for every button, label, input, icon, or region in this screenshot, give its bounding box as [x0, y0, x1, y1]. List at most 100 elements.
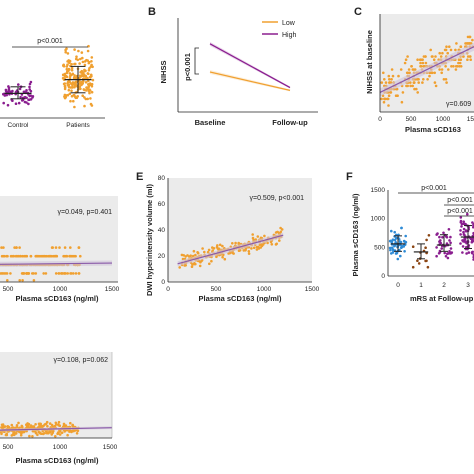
- group-point: [79, 57, 82, 61]
- data-point: [399, 68, 403, 71]
- group-point: [465, 241, 469, 245]
- data-point: [19, 433, 23, 437]
- data-point: [266, 241, 269, 245]
- data-point: [21, 279, 24, 282]
- data-point: [0, 432, 3, 436]
- data-point: [383, 78, 386, 81]
- data-point: [73, 254, 76, 258]
- panel-e-y-tick: 60: [158, 201, 166, 208]
- data-point: [380, 97, 383, 101]
- group-point: [66, 52, 70, 55]
- group-point: [460, 225, 463, 228]
- data-point: [387, 74, 391, 78]
- group-point: [70, 66, 74, 70]
- data-point: [2, 246, 5, 249]
- data-point: [69, 421, 72, 425]
- group-point: [25, 89, 28, 92]
- group-point: [6, 103, 10, 107]
- group-point: [403, 250, 406, 253]
- group-point: [91, 78, 95, 82]
- data-point: [466, 35, 470, 39]
- group-point: [440, 247, 444, 250]
- data-point: [434, 84, 438, 88]
- panel-c-y-title: NIHSS at baseline: [365, 30, 374, 94]
- panel-d-plot-bg: [0, 196, 118, 282]
- data-point: [459, 58, 463, 61]
- group-point: [31, 95, 35, 98]
- panel-f-y-tick: 1500: [371, 187, 386, 194]
- group-point: [391, 238, 395, 241]
- group-point: [425, 259, 428, 263]
- group-point: [91, 65, 94, 69]
- data-point: [178, 266, 181, 269]
- group-point: [2, 101, 5, 105]
- data-point: [440, 68, 444, 71]
- data-point: [416, 91, 420, 94]
- group-point: [399, 254, 402, 258]
- panel-e-y-tick: 20: [158, 253, 166, 260]
- group-point: [447, 228, 451, 231]
- data-point: [382, 100, 386, 104]
- data-point: [410, 65, 413, 68]
- data-point: [468, 42, 472, 45]
- data-point: [455, 42, 458, 45]
- data-point: [203, 250, 206, 254]
- group-point: [424, 246, 427, 249]
- data-point: [21, 254, 24, 258]
- data-point: [40, 254, 44, 258]
- data-point: [216, 247, 220, 250]
- panel-g: γ=0.108, p=0.062 500 1000 1500 Plasma sC…: [0, 352, 118, 465]
- panel-c-x-tick-1500: 1500: [467, 116, 474, 123]
- group-point: [68, 72, 72, 75]
- group-point: [90, 74, 93, 78]
- panel-d-correlation: γ=0.049, p=0.401: [58, 209, 113, 216]
- data-point: [458, 65, 461, 68]
- data-point: [44, 272, 48, 275]
- data-point: [466, 58, 469, 61]
- data-point: [3, 254, 6, 258]
- panel-e-x-title-main: Plasma sCD163: [199, 294, 255, 303]
- data-point: [408, 71, 411, 75]
- data-point: [445, 81, 448, 84]
- group-point: [66, 83, 70, 87]
- group-point: [79, 87, 82, 91]
- panel-g-x-tick-1000: 1000: [53, 444, 68, 451]
- group-point: [67, 88, 71, 92]
- regression-line: [0, 262, 113, 265]
- group-point: [28, 85, 31, 89]
- data-point: [187, 255, 191, 258]
- data-point: [431, 55, 434, 58]
- group-point: [462, 222, 466, 225]
- panel-g-correlation: γ=0.108, p=0.062: [54, 357, 109, 364]
- group-point: [68, 61, 71, 65]
- group-point: [73, 85, 76, 89]
- panel-e-y-tick: 40: [158, 227, 166, 234]
- data-point: [210, 259, 213, 263]
- data-point: [54, 272, 58, 275]
- data-point: [28, 434, 31, 438]
- data-point: [389, 91, 392, 94]
- group-point: [444, 254, 448, 258]
- group-point: [77, 49, 80, 53]
- data-point: [29, 424, 33, 427]
- data-point: [449, 48, 453, 52]
- group-point: [461, 245, 465, 248]
- data-point: [0, 272, 3, 275]
- group-point: [388, 246, 392, 250]
- group-point: [83, 70, 86, 73]
- data-point: [387, 104, 390, 107]
- data-point: [418, 58, 422, 61]
- group-point: [66, 60, 69, 63]
- data-point: [198, 264, 202, 268]
- data-point: [458, 61, 462, 65]
- group-point: [471, 221, 474, 224]
- data-point: [384, 81, 388, 84]
- panel-g-points: [0, 420, 113, 438]
- panel-b-lines: [209, 41, 291, 92]
- data-point: [452, 65, 455, 68]
- data-point: [20, 431, 23, 435]
- group-point: [88, 91, 91, 95]
- group-point: [438, 235, 441, 239]
- data-point: [442, 78, 446, 81]
- panel-e-x-ticks: 0 500 1000 1500: [166, 286, 319, 293]
